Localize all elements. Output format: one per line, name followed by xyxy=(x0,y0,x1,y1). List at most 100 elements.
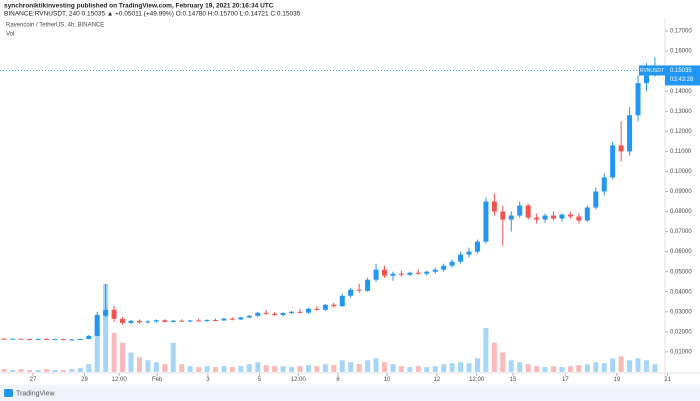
volume-bar xyxy=(348,362,354,372)
volume-bar xyxy=(111,332,117,372)
volume-bar xyxy=(120,342,126,372)
candle-body xyxy=(356,289,362,291)
candle-body xyxy=(153,320,159,322)
volume-bar xyxy=(229,367,235,372)
volume-bar xyxy=(474,358,480,372)
volume-bar xyxy=(69,369,75,372)
volume-bar xyxy=(559,367,565,372)
candle-body xyxy=(77,338,83,340)
candle-body xyxy=(331,304,337,307)
candle-body xyxy=(246,315,252,318)
candle-body xyxy=(584,207,590,221)
volume-bar xyxy=(593,362,599,372)
volume-label: Vol xyxy=(6,32,14,38)
volume-bar xyxy=(27,370,33,372)
volume-bar xyxy=(415,366,421,372)
volume-bar xyxy=(187,366,193,372)
candle-body xyxy=(289,311,295,314)
volume-bar xyxy=(255,362,261,372)
brand: TradingView xyxy=(16,390,55,397)
symbol-tag-label: RVNUSDT xyxy=(640,68,664,74)
candle-body xyxy=(94,314,100,336)
volume-bar xyxy=(458,362,464,372)
candle-body xyxy=(103,309,109,316)
candle-body xyxy=(474,241,480,252)
candle-body xyxy=(179,320,185,322)
y-tick-label: 0.16000 xyxy=(670,49,692,55)
candle-body xyxy=(441,265,447,270)
volume-bar xyxy=(314,366,320,372)
volume-bar xyxy=(610,358,616,372)
candle-body xyxy=(542,215,548,220)
candle-body xyxy=(339,295,345,307)
volume-bar xyxy=(212,367,218,372)
volume-bar xyxy=(60,370,66,372)
volume-bar xyxy=(365,360,371,372)
candle-body xyxy=(458,254,464,262)
candle-body xyxy=(373,269,379,280)
candle-body xyxy=(145,321,151,323)
x-tick-label: Feb xyxy=(152,377,163,383)
candle-body xyxy=(212,320,218,322)
volume-bar xyxy=(86,364,92,372)
volume-bar xyxy=(356,364,362,372)
volume-bar xyxy=(136,357,142,372)
candle-body xyxy=(280,313,286,316)
volume-bar xyxy=(322,364,328,372)
candle-body xyxy=(643,75,649,84)
candle-body xyxy=(576,216,582,221)
volume-bar xyxy=(390,364,396,372)
candle-body xyxy=(136,320,142,323)
volume-bar xyxy=(272,366,278,372)
volume-bar xyxy=(103,284,109,372)
candle-body xyxy=(196,320,202,322)
candle-body xyxy=(449,261,455,266)
y-tick-label: 0.01000 xyxy=(670,350,692,356)
volume-bar xyxy=(18,369,24,372)
volume-bar xyxy=(643,360,649,372)
volume-bar xyxy=(153,362,159,372)
x-tick-label: 17 xyxy=(562,377,569,383)
volume-bar xyxy=(424,367,430,372)
volume-bar xyxy=(652,364,658,372)
candle-body xyxy=(517,205,523,216)
volume-bar xyxy=(204,366,210,372)
candle-body xyxy=(610,145,616,178)
volume-bar xyxy=(170,342,176,372)
x-tick-label: 12 xyxy=(434,377,441,383)
candle-body xyxy=(500,211,506,220)
candle-body xyxy=(398,273,404,275)
volume-bar xyxy=(162,364,168,372)
volume-bar xyxy=(373,358,379,372)
candle-body xyxy=(1,338,7,340)
volume-bar xyxy=(542,367,548,372)
volume-bar xyxy=(398,366,404,372)
candle-body xyxy=(60,339,66,341)
volume-bar xyxy=(52,370,58,372)
volume-bar xyxy=(567,366,573,372)
footer-bar xyxy=(0,385,700,401)
candle-body xyxy=(348,289,354,296)
last-price-label: 0.15035 xyxy=(670,68,692,74)
volume-bar xyxy=(466,363,472,372)
y-tick-label: 0.10000 xyxy=(670,169,692,175)
candle-body xyxy=(466,251,472,255)
candle-body xyxy=(10,338,16,340)
y-tick-label: 0.06000 xyxy=(670,249,692,255)
volume-bar xyxy=(145,360,151,372)
candle-body xyxy=(390,273,396,276)
volume-bar xyxy=(10,370,16,372)
brand-logo xyxy=(4,389,13,397)
volume-bar xyxy=(305,365,311,372)
candle-body xyxy=(635,83,641,116)
candle-body xyxy=(415,272,421,274)
volume-bar xyxy=(525,364,531,372)
candle-body xyxy=(128,320,134,323)
volume-bar xyxy=(500,352,506,372)
x-tick-label: 12:00 xyxy=(291,377,307,383)
y-tick-label: 0.04000 xyxy=(670,289,692,295)
y-tick-label: 0.03000 xyxy=(670,309,692,315)
